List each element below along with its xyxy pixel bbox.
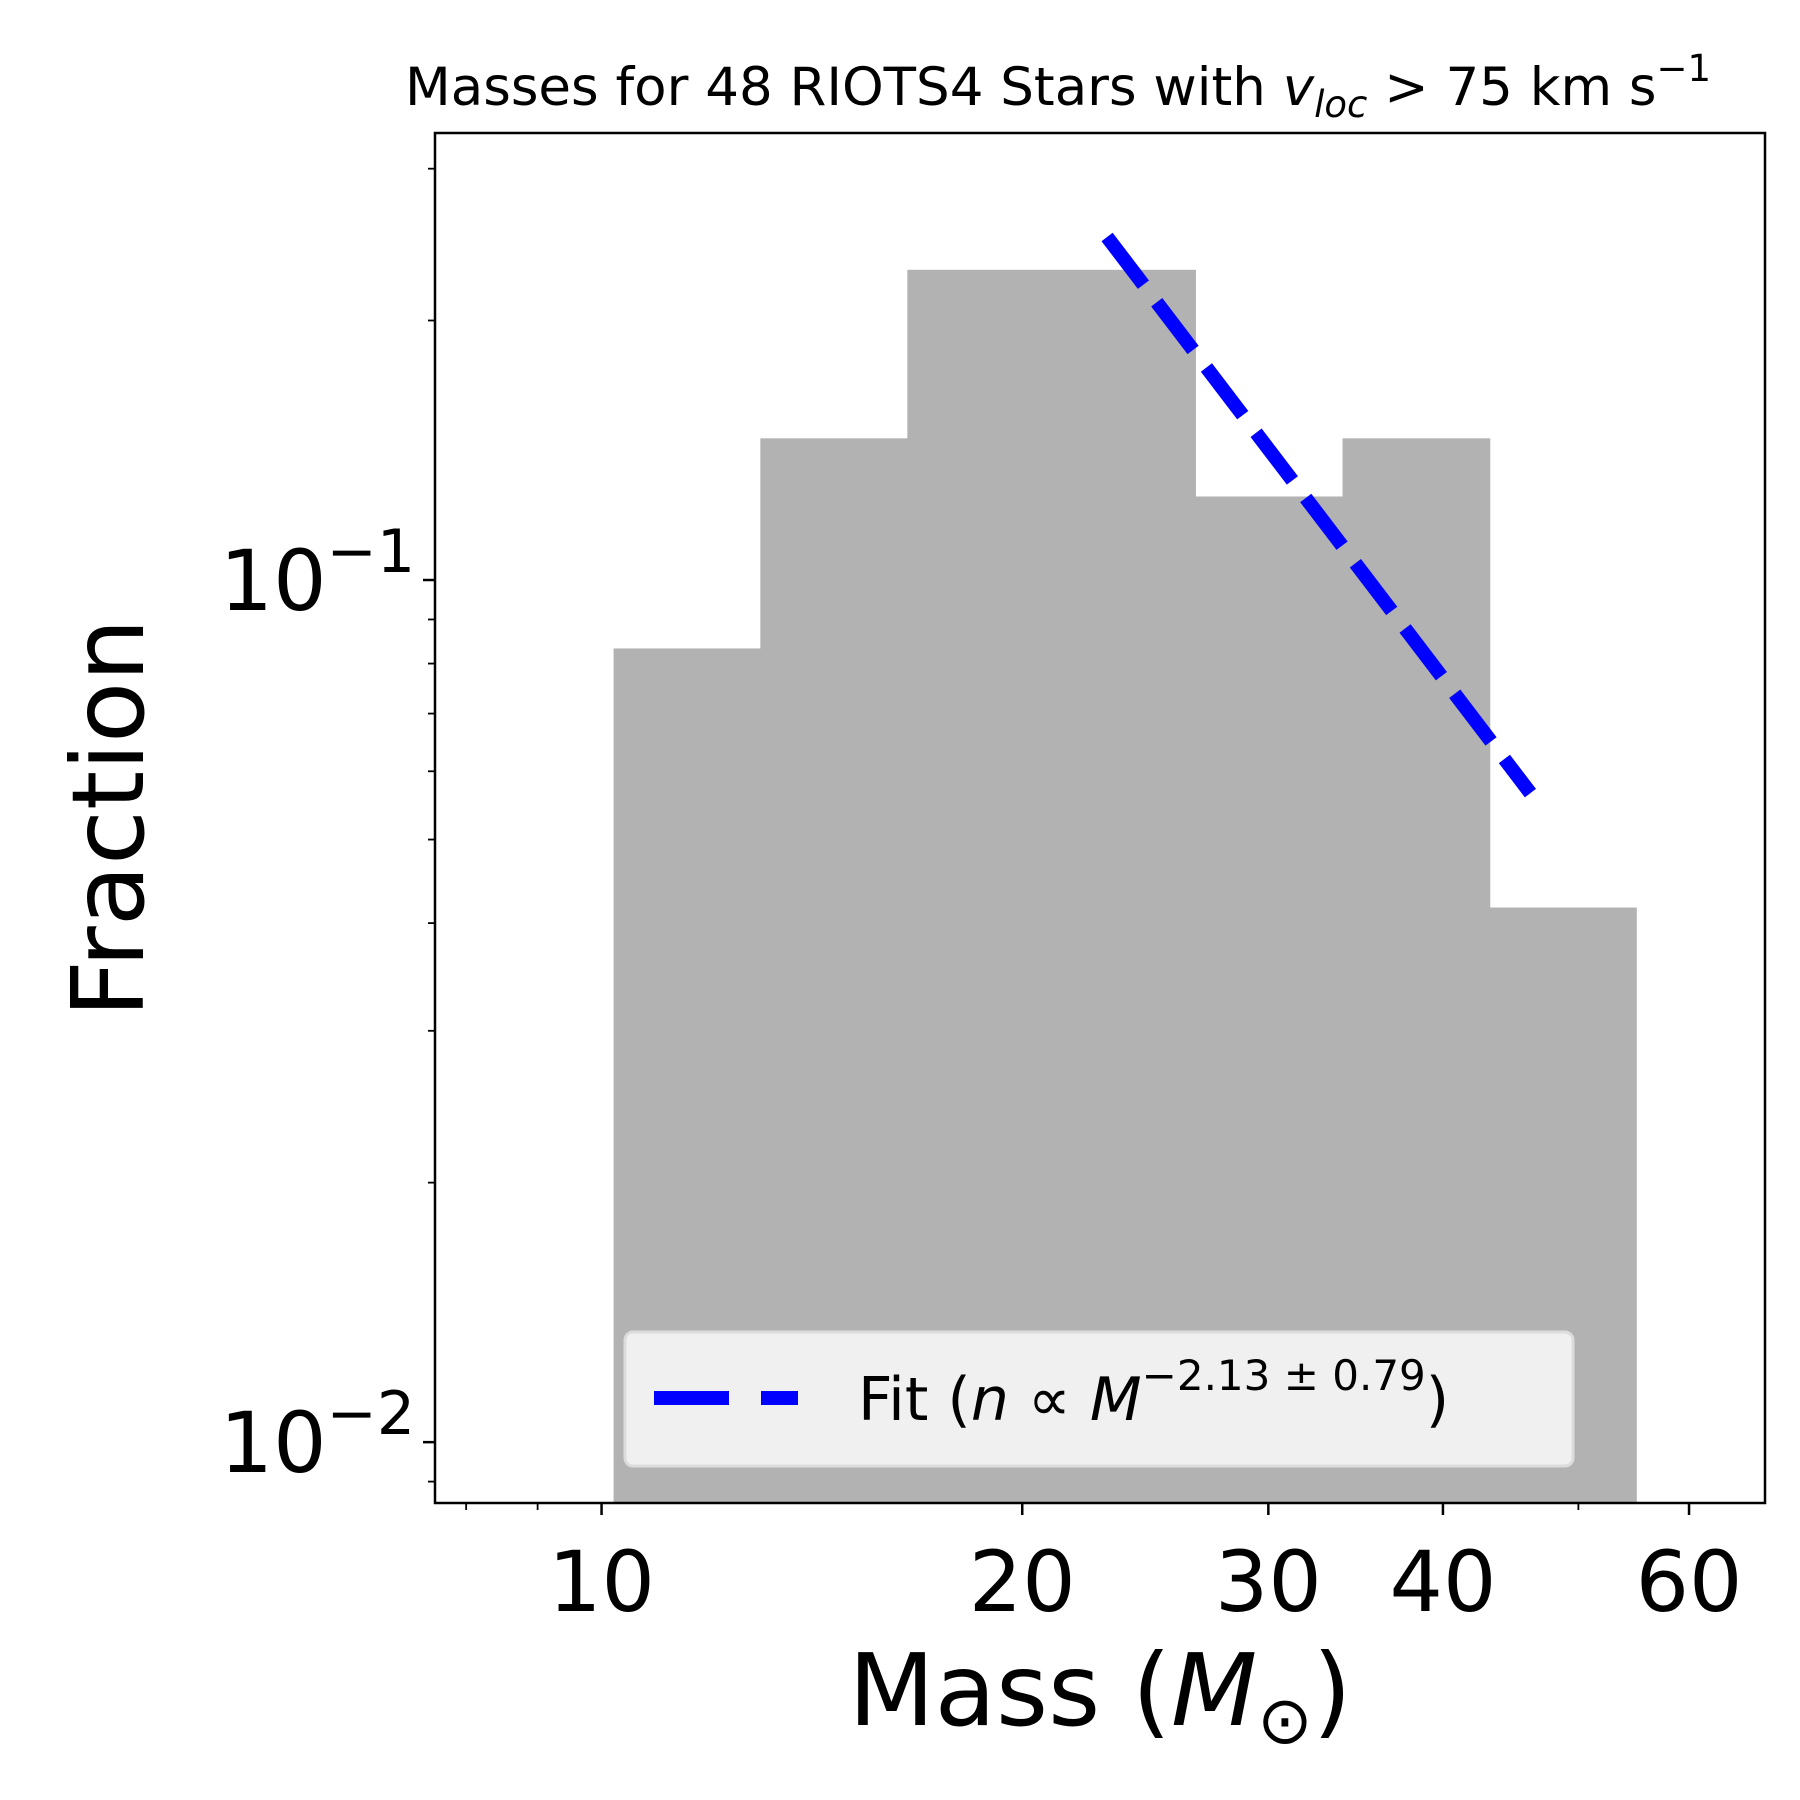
y-axis-label: Fraction [50,618,167,1017]
histogram-bar [1342,438,1491,1504]
legend-box [623,1330,1575,1468]
chart-title: Masses for 48 RIOTS4 Stars with vloc > 7… [405,47,1711,126]
legend: Fit (n ∝ M−2.13 ± 0.79) [623,1330,1575,1468]
x-tick-label: 60 [1636,1533,1743,1631]
fit-line [1101,232,1536,798]
histogram-bar [760,438,908,1504]
y-tick-label: 10−2 [220,1379,415,1492]
y-axis: 10−1 10−2 [220,167,435,1492]
histogram-bar [907,269,1196,1504]
x-tick-label: 20 [969,1533,1076,1631]
x-tick-label: 10 [548,1533,655,1631]
x-tick-label: 40 [1390,1533,1497,1631]
legend-label: Fit (n ∝ M−2.13 ± 0.79) [858,1351,1449,1435]
histogram-bars [613,269,1637,1504]
x-axis-label: Mass (M⊙) [848,1632,1351,1759]
x-tick-label: 30 [1215,1533,1322,1631]
plot-frame [433,131,1767,1505]
x-axis: 10 20 30 40 60 [465,1503,1743,1631]
y-tick-label: 10−1 [220,517,415,630]
